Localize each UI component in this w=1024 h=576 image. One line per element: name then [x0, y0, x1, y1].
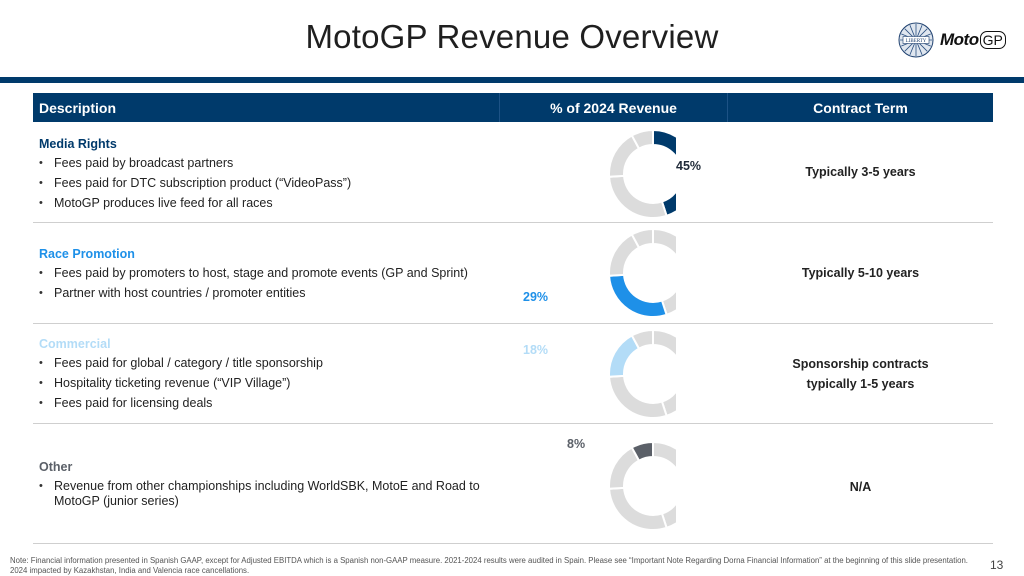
table-row-commercial: Commercial Fees paid for global / catego…	[33, 324, 993, 424]
table-row-race-promotion: Race Promotion Fees paid by promoters to…	[33, 223, 993, 324]
bullet-list: Fees paid by broadcast partners Fees pai…	[39, 156, 499, 211]
category-title: Media Rights	[39, 137, 117, 151]
table-header: Description % of 2024 Revenue Contract T…	[33, 93, 993, 122]
motogp-logo: Moto GP	[940, 30, 1006, 50]
title-divider	[0, 77, 1024, 83]
contract-term-line: typically 1-5 years	[806, 377, 915, 391]
bullet-item: Fees paid by promoters to host, stage an…	[39, 266, 499, 281]
donut-segment-other	[630, 227, 654, 249]
bullet-item: Partner with host countries / promoter e…	[39, 286, 499, 301]
liberty-logo-icon: LIBERTY	[898, 22, 934, 58]
donut-segment-race-promotion	[608, 174, 668, 219]
percent-label: 8%	[567, 437, 586, 451]
bullet-item: Revenue from other championships includi…	[39, 479, 499, 509]
bullet-list: Fees paid by promoters to host, stage an…	[39, 266, 499, 301]
logo-group: LIBERTY Moto GP	[898, 20, 1018, 60]
donut-chart-media-rights	[608, 128, 676, 219]
donut-segment-race-promotion	[608, 486, 668, 531]
contract-term-line: Typically 3-5 years	[805, 165, 916, 179]
percent-label: 45%	[676, 159, 702, 173]
motogp-logo-text: Moto	[940, 30, 979, 49]
bullet-list: Revenue from other championships includi…	[39, 479, 499, 509]
category-title: Commercial	[39, 337, 111, 351]
category-title: Race Promotion	[39, 247, 135, 261]
donut-segment-other	[630, 440, 654, 462]
contract-term: Sponsorship contracts typically 1-5 year…	[728, 354, 993, 394]
footnote: Note: Financial information presented in…	[10, 556, 968, 575]
bullet-item: Fees paid for DTC subscription product (…	[39, 176, 499, 191]
donut-chart-other	[608, 440, 676, 531]
contract-term-line: N/A	[849, 480, 872, 494]
header-contract-term: Contract Term	[813, 99, 908, 116]
row-description: Other Revenue from other championships i…	[39, 460, 499, 514]
row-description: Race Promotion Fees paid by promoters to…	[39, 247, 499, 306]
percent-label: 18%	[523, 343, 549, 357]
header-revenue-percent: % of 2024 Revenue	[500, 93, 728, 122]
category-title: Other	[39, 460, 73, 474]
contract-term-line: Sponsorship contracts	[792, 357, 929, 371]
liberty-logo-text: LIBERTY	[906, 39, 927, 44]
donut-segment-other	[630, 128, 654, 150]
row-description: Media Rights Fees paid by broadcast part…	[39, 137, 499, 216]
contract-term: Typically 5-10 years	[728, 263, 993, 283]
percent-label: 29%	[523, 290, 549, 304]
slide-title: MotoGP Revenue Overview	[305, 18, 719, 55]
donut-chart-commercial	[608, 328, 676, 419]
donut-segment-race-promotion	[608, 273, 668, 318]
bullet-item: Fees paid for licensing deals	[39, 396, 499, 411]
contract-term-line: Typically 5-10 years	[801, 266, 920, 280]
bullet-item: Hospitality ticketing revenue (“VIP Vill…	[39, 376, 499, 391]
contract-term: N/A	[728, 477, 993, 497]
donut-segment-other	[630, 328, 654, 350]
bullet-item: Fees paid by broadcast partners	[39, 156, 499, 171]
table-row-media-rights: Media Rights Fees paid by broadcast part…	[33, 122, 993, 223]
donut-chart-race-promotion	[608, 227, 676, 318]
bullet-list: Fees paid for global / category / title …	[39, 356, 499, 411]
motogp-logo-gp: GP	[979, 31, 1006, 49]
bullet-item: MotoGP produces live feed for all races	[39, 196, 499, 211]
page-number: 13	[990, 558, 1004, 572]
table-row-other: Other Revenue from other championships i…	[33, 424, 993, 544]
header-description: Description	[33, 93, 500, 122]
bullet-item: Fees paid for global / category / title …	[39, 356, 499, 371]
contract-term: Typically 3-5 years	[728, 162, 993, 182]
donut-segment-race-promotion	[608, 374, 668, 419]
row-description: Commercial Fees paid for global / catego…	[39, 337, 499, 416]
